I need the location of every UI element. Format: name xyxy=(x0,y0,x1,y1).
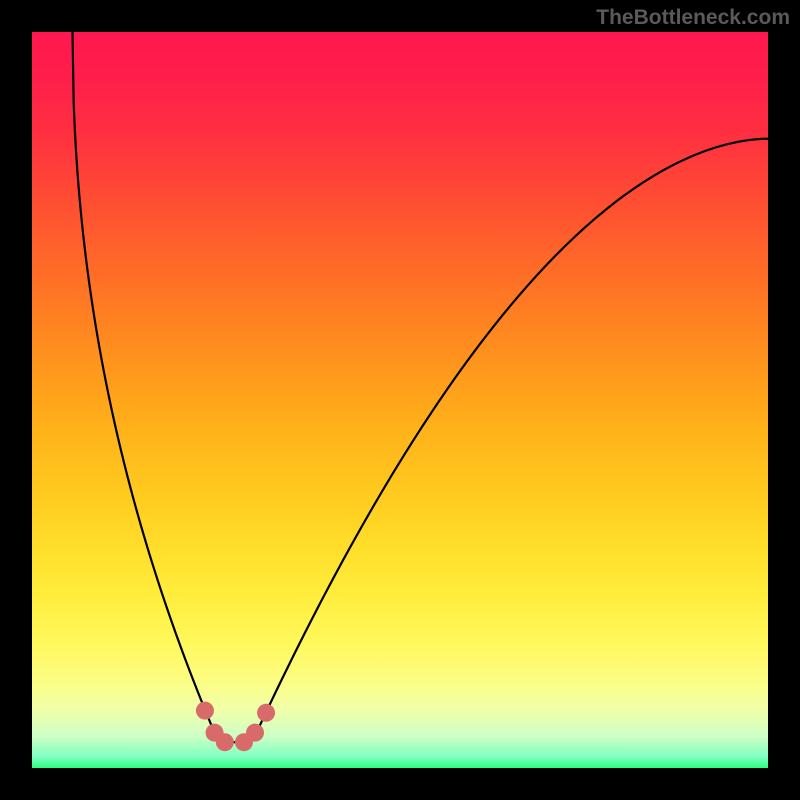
watermark-text: TheBottleneck.com xyxy=(596,6,790,30)
valley-marker xyxy=(216,733,234,751)
valley-marker xyxy=(196,702,214,720)
valley-marker xyxy=(257,704,275,722)
plot-area xyxy=(32,32,768,768)
valley-marker xyxy=(246,724,264,742)
curve-layer xyxy=(32,32,768,768)
marker-group xyxy=(196,702,275,752)
bottleneck-curve-path xyxy=(72,32,768,742)
